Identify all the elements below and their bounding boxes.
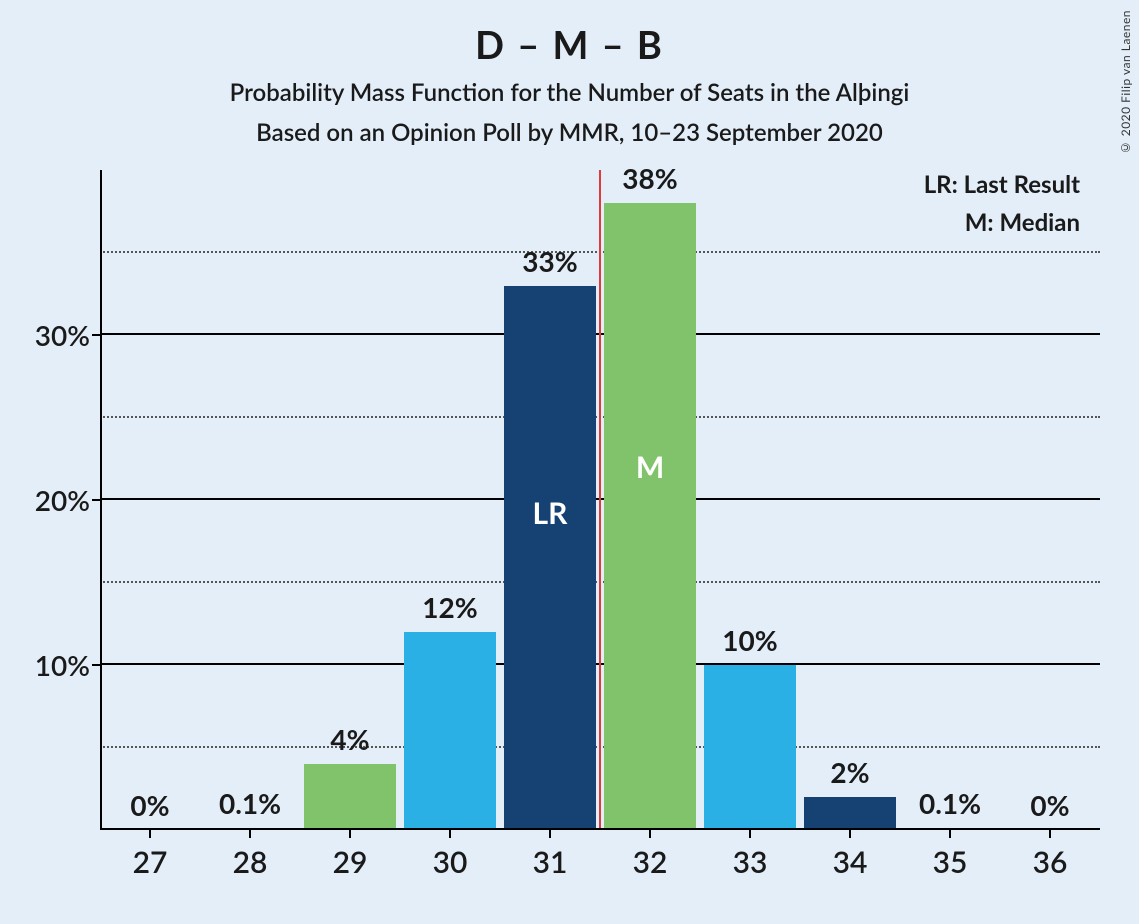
bar-inner-label: LR	[533, 495, 568, 531]
x-tick-mark	[949, 830, 951, 838]
x-tick-label: 35	[933, 844, 968, 880]
x-tick-label: 32	[633, 844, 668, 880]
bar-value-label: 12%	[400, 590, 500, 624]
bar-value-label: 2%	[800, 755, 900, 789]
bar-value-label: 4%	[300, 722, 400, 756]
bar	[704, 665, 796, 830]
x-tick-mark	[1049, 830, 1051, 838]
bar	[404, 632, 496, 830]
x-tick-label: 27	[133, 844, 168, 880]
bar-value-label: 33%	[500, 244, 600, 278]
bar-inner-label: M	[636, 449, 664, 485]
copyright-text: © 2020 Filip van Laenen	[1118, 10, 1133, 155]
majority-line	[599, 170, 601, 830]
chart-subtitle-2: Based on an Opinion Poll by MMR, 10–23 S…	[0, 118, 1139, 147]
y-tick-mark	[92, 664, 100, 666]
y-tick-label: 30%	[10, 318, 90, 352]
y-tick-label: 20%	[10, 483, 90, 517]
chart-plot-area: 0%0.1%4%12%33%LR38%M10%2%0.1%0% 27282930…	[100, 170, 1100, 830]
x-tick-label: 29	[333, 844, 368, 880]
bar-value-label: 0%	[100, 788, 200, 822]
y-axis	[100, 170, 102, 830]
x-tick-label: 36	[1033, 844, 1068, 880]
x-tick-mark	[249, 830, 251, 838]
bar	[304, 764, 396, 830]
bar	[604, 203, 696, 830]
x-tick-label: 30	[433, 844, 468, 880]
x-tick-mark	[449, 830, 451, 838]
bar	[804, 797, 896, 830]
legend-median: M: Median	[965, 208, 1080, 237]
x-tick-label: 34	[833, 844, 868, 880]
y-tick-mark	[92, 499, 100, 501]
x-tick-mark	[849, 830, 851, 838]
x-tick-mark	[349, 830, 351, 838]
y-tick-mark	[92, 334, 100, 336]
bar-value-label: 38%	[600, 161, 700, 195]
x-tick-label: 33	[733, 844, 768, 880]
chart-subtitle-1: Probability Mass Function for the Number…	[0, 78, 1139, 107]
x-tick-label: 31	[533, 844, 568, 880]
bar-value-label: 10%	[700, 623, 800, 657]
x-tick-mark	[549, 830, 551, 838]
x-tick-mark	[649, 830, 651, 838]
x-tick-mark	[149, 830, 151, 838]
bar-value-label: 0.1%	[900, 786, 1000, 820]
chart-title: D – M – B	[0, 22, 1139, 68]
x-tick-label: 28	[233, 844, 268, 880]
bar	[504, 286, 596, 831]
legend-last-result: LR: Last Result	[924, 170, 1080, 199]
bar-value-label: 0%	[1000, 788, 1100, 822]
bar-value-label: 0.1%	[200, 786, 300, 820]
y-tick-label: 10%	[10, 648, 90, 682]
x-tick-mark	[749, 830, 751, 838]
